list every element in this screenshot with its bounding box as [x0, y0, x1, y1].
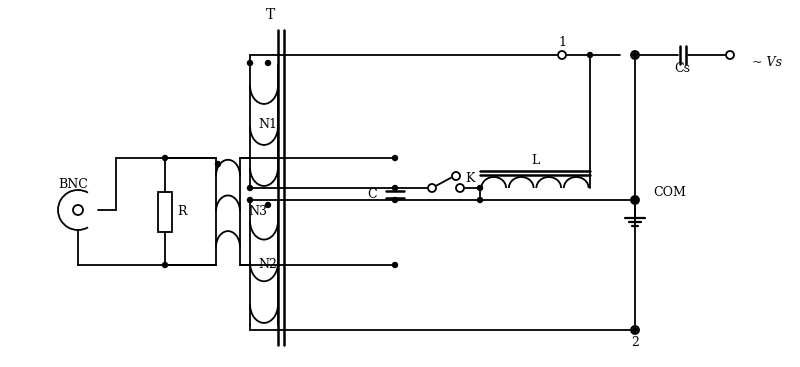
Text: K: K	[465, 171, 474, 185]
Circle shape	[393, 156, 398, 160]
Circle shape	[478, 197, 482, 203]
Text: R: R	[177, 205, 186, 218]
Circle shape	[247, 185, 253, 190]
Circle shape	[478, 185, 482, 190]
Circle shape	[73, 205, 83, 215]
Text: T: T	[266, 8, 274, 22]
Text: ~ Vs: ~ Vs	[752, 57, 782, 69]
Circle shape	[266, 203, 270, 207]
Circle shape	[393, 197, 398, 203]
Text: N1: N1	[258, 119, 277, 131]
Circle shape	[587, 52, 593, 58]
Text: Cs: Cs	[674, 62, 690, 76]
Circle shape	[215, 161, 221, 167]
Circle shape	[428, 184, 436, 192]
Circle shape	[726, 51, 734, 59]
Circle shape	[162, 262, 167, 268]
Circle shape	[631, 326, 639, 334]
Circle shape	[266, 61, 270, 65]
Circle shape	[633, 197, 638, 203]
Circle shape	[558, 51, 566, 59]
Text: 2: 2	[631, 335, 639, 349]
Circle shape	[633, 327, 638, 333]
Text: COM: COM	[653, 185, 686, 199]
Circle shape	[393, 185, 398, 190]
Text: 1: 1	[558, 36, 566, 50]
Circle shape	[456, 184, 464, 192]
Text: N2: N2	[258, 258, 277, 272]
Bar	[158, 192, 172, 232]
Text: L: L	[531, 153, 539, 167]
Circle shape	[631, 51, 639, 59]
Circle shape	[162, 156, 167, 160]
Circle shape	[633, 52, 638, 58]
Circle shape	[393, 262, 398, 268]
Circle shape	[452, 172, 460, 180]
Circle shape	[631, 196, 639, 204]
Circle shape	[247, 197, 253, 203]
Text: BNC: BNC	[58, 178, 88, 192]
Circle shape	[247, 61, 253, 65]
Circle shape	[633, 197, 638, 203]
Text: C: C	[367, 188, 377, 200]
Text: N3: N3	[248, 205, 267, 218]
